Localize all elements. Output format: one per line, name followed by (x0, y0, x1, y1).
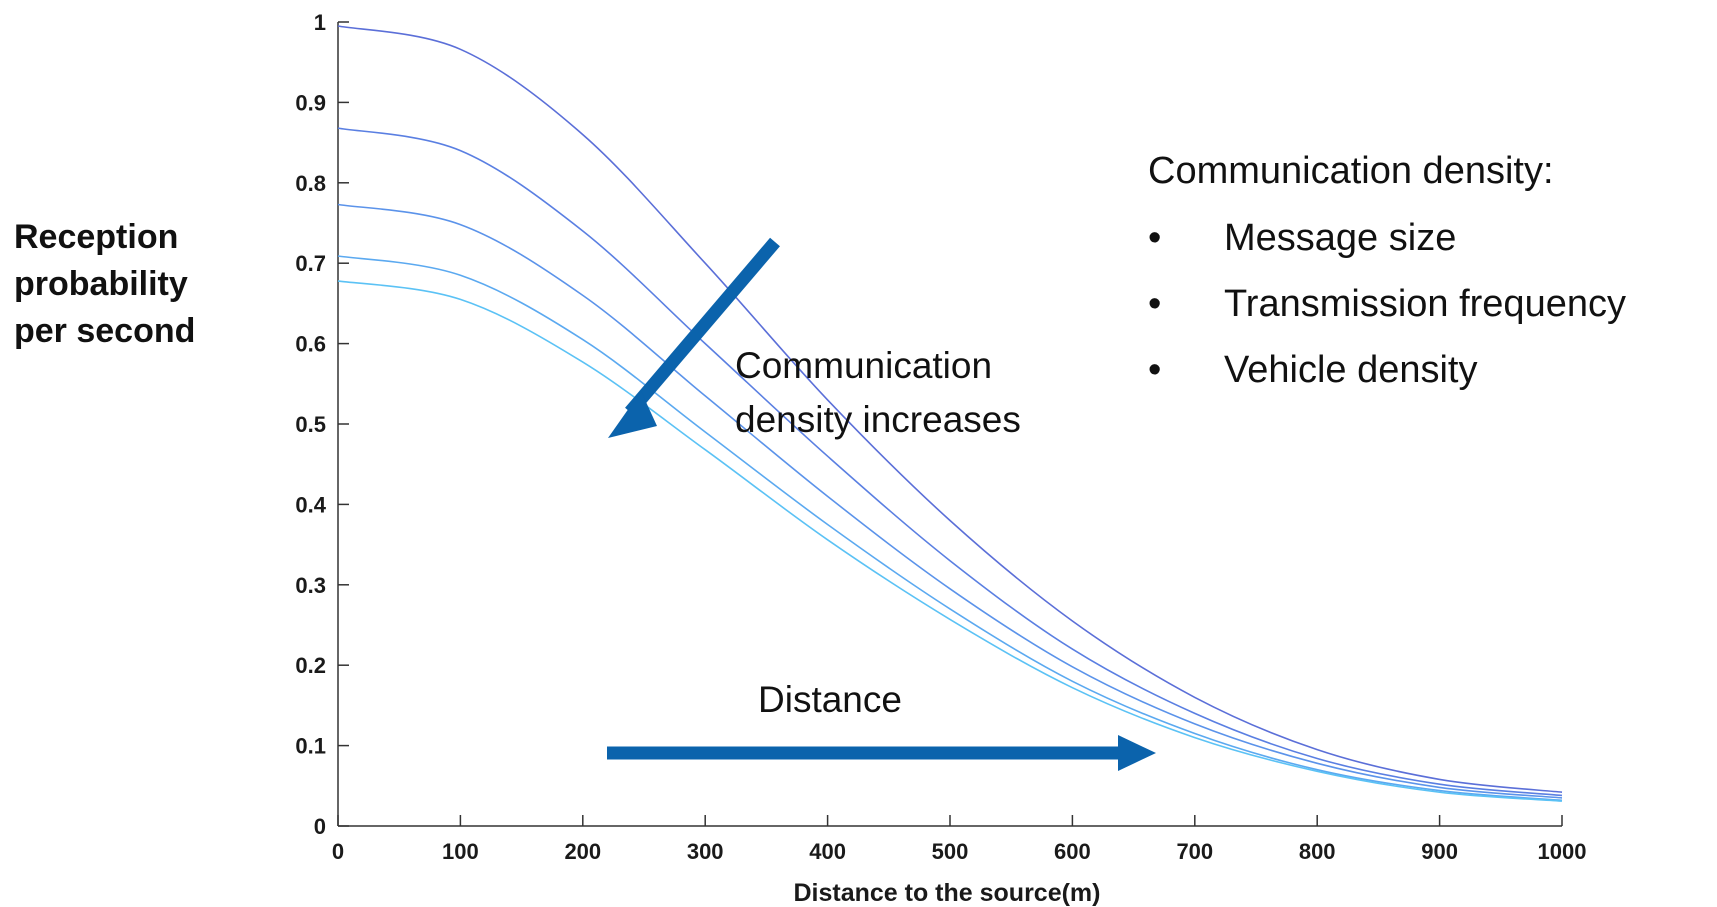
x-ticks: 0 100 200 300 400 500 600 700 800 900 1000 (332, 815, 1587, 864)
y-ticks: 0 0.1 0.2 0.3 0.4 0.5 0.6 0.7 0.8 0.9 1 (295, 10, 349, 839)
y-axis-title-line-2: probability (14, 265, 188, 303)
series-lines (337, 25, 1563, 802)
series-line-1 (337, 25, 1563, 793)
legend-item-label: Transmission frequency (1224, 283, 1626, 325)
y-tick-label: 0.8 (295, 171, 326, 196)
communication-density-legend: Communication density: • Message size • … (1148, 145, 1708, 403)
y-tick-label: 1 (314, 10, 326, 35)
legend-title: Communication density: (1148, 150, 1554, 192)
legend-item-message-size: • Message size (1148, 205, 1708, 271)
x-tick-label: 500 (932, 839, 969, 864)
y-axis-title: Reception probability per second (14, 214, 234, 355)
legend-item-label: Message size (1224, 217, 1457, 259)
y-tick-label: 0.6 (295, 332, 326, 357)
y-axis-title-line-1: Reception (14, 218, 179, 256)
series-line-2 (337, 127, 1563, 797)
legend-item-vehicle-density: • Vehicle density (1148, 337, 1708, 403)
bullet-icon: • (1148, 217, 1162, 259)
legend-item-transmission-frequency: • Transmission frequency (1148, 271, 1708, 337)
y-tick-label: 0.9 (295, 90, 326, 115)
x-axis-title: Distance to the source(m) (793, 879, 1100, 907)
bullet-icon: • (1148, 283, 1162, 325)
distance-arrow-label: Distance (758, 679, 902, 720)
x-tick-label: 800 (1299, 839, 1336, 864)
x-tick-label: 600 (1054, 839, 1091, 864)
series-line-4 (337, 255, 1563, 802)
x-tick-label: 200 (564, 839, 601, 864)
y-tick-label: 0.3 (295, 573, 326, 598)
y-tick-label: 0.1 (295, 734, 326, 759)
legend-item-label: Vehicle density (1224, 349, 1478, 391)
y-tick-label: 0.5 (295, 412, 326, 437)
y-tick-label: 0 (314, 814, 326, 839)
x-tick-label: 1000 (1538, 839, 1587, 864)
x-tick-label: 900 (1421, 839, 1458, 864)
y-tick-label: 0.2 (295, 653, 326, 678)
legend-list: • Message size • Transmission frequency … (1148, 205, 1708, 403)
series-line-3 (337, 203, 1563, 799)
x-tick-label: 700 (1176, 839, 1213, 864)
density-arrow-shaft (625, 237, 780, 417)
x-tick-label: 100 (442, 839, 479, 864)
bullet-icon: • (1148, 349, 1162, 391)
distance-arrow-head (1118, 735, 1156, 771)
x-tick-label: 300 (687, 839, 724, 864)
density-arrow-head (608, 391, 657, 438)
x-tick-label: 0 (332, 839, 344, 864)
y-tick-label: 0.4 (295, 492, 326, 517)
y-tick-label: 0.7 (295, 251, 326, 276)
density-arrow-label-line-2: density increases (735, 399, 1021, 440)
series-line-5 (337, 280, 1563, 802)
x-tick-label: 400 (809, 839, 846, 864)
density-arrow-label-line-1: Communication (735, 345, 992, 386)
y-axis-title-line-3: per second (14, 312, 196, 350)
